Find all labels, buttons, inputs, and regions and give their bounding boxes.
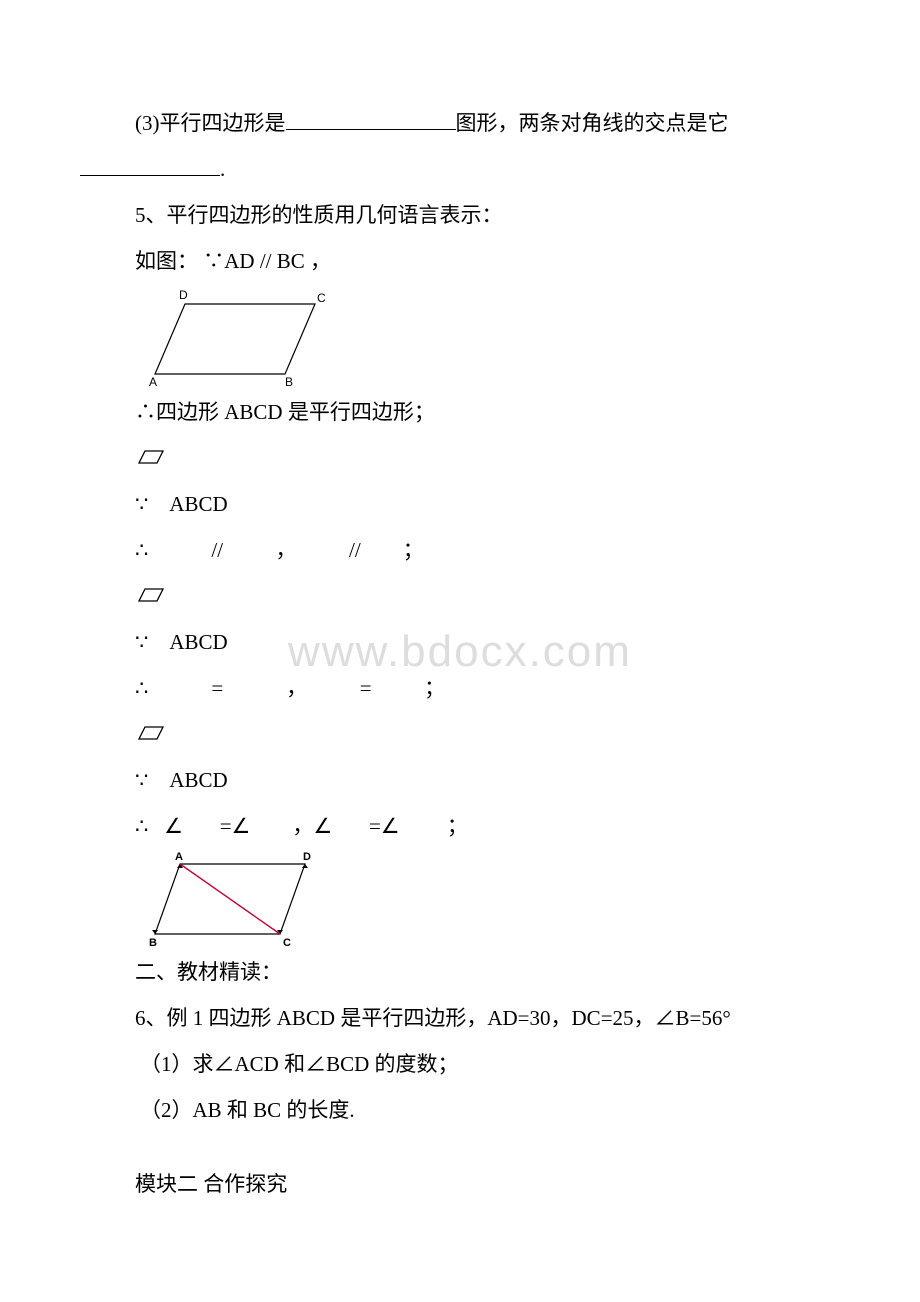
- item-6: 6、例 1 四边形 ABCD 是平行四边形，AD=30，DC=25，∠B=56°: [80, 995, 840, 1041]
- therefore-parallel: ∴ // ， // ；: [80, 527, 840, 573]
- para-symbol-1: [80, 435, 840, 481]
- because-abcd-1: ∵ ABCD: [80, 481, 840, 527]
- fig1-label-B: B: [285, 375, 293, 389]
- item-6-1: （1）求∠ACD 和∠BCD 的度数；: [80, 1041, 840, 1087]
- p3-prefix: (3)平行四边形是: [135, 111, 286, 135]
- fig2-label-B: B: [149, 937, 157, 949]
- fig1-label-C: C: [317, 291, 326, 305]
- blank-3a: [286, 106, 456, 130]
- fig2-label-D: D: [303, 851, 311, 863]
- para-symbol-3: [80, 711, 840, 757]
- therefore-angle: ∴ ∠ =∠ ，∠ =∠ ；: [80, 803, 840, 849]
- figure-2: A D B C: [80, 849, 840, 949]
- module-2-heading: 模块二 合作探究: [80, 1161, 840, 1207]
- p5a-par: //: [255, 249, 277, 273]
- parallelogram-icon: [135, 449, 165, 465]
- blank-3b: [80, 152, 220, 176]
- therefore-equal: ∴ = ， = ；: [80, 665, 840, 711]
- fig1-label-A: A: [149, 375, 157, 389]
- p5a-post: BC ，: [277, 249, 331, 273]
- fig1-label-D: D: [179, 288, 188, 302]
- fig2-label-C: C: [283, 937, 291, 949]
- item-5a: 如图： ∵AD // BC ，: [80, 238, 840, 284]
- item-6-2: （2）AB 和 BC 的长度.: [80, 1087, 840, 1133]
- parallelogram-icon: [135, 725, 165, 741]
- figure-1: A B C D: [80, 284, 840, 389]
- section-2-heading: 二、教材精读：: [80, 949, 840, 995]
- p5a-pre: 如图： ∵AD: [135, 249, 255, 273]
- because-abcd-2: ∵ ABCD: [80, 619, 840, 665]
- p3-tail: .: [220, 157, 225, 181]
- item-3-line: (3)平行四边形是 图形，两条对角线的交点是它: [80, 100, 840, 146]
- item-5b: ∴四边形 ABCD 是平行四边形；: [80, 389, 840, 435]
- item-3-line-2: .: [80, 146, 840, 192]
- parallelogram-icon: [135, 587, 165, 603]
- because-abcd-3: ∵ ABCD: [80, 757, 840, 803]
- fig2-label-A: A: [175, 851, 183, 863]
- p3-mid: 图形，两条对角线的交点是它: [456, 111, 729, 135]
- item-5: 5、平行四边形的性质用几何语言表示：: [80, 192, 840, 238]
- para-symbol-2: [80, 573, 840, 619]
